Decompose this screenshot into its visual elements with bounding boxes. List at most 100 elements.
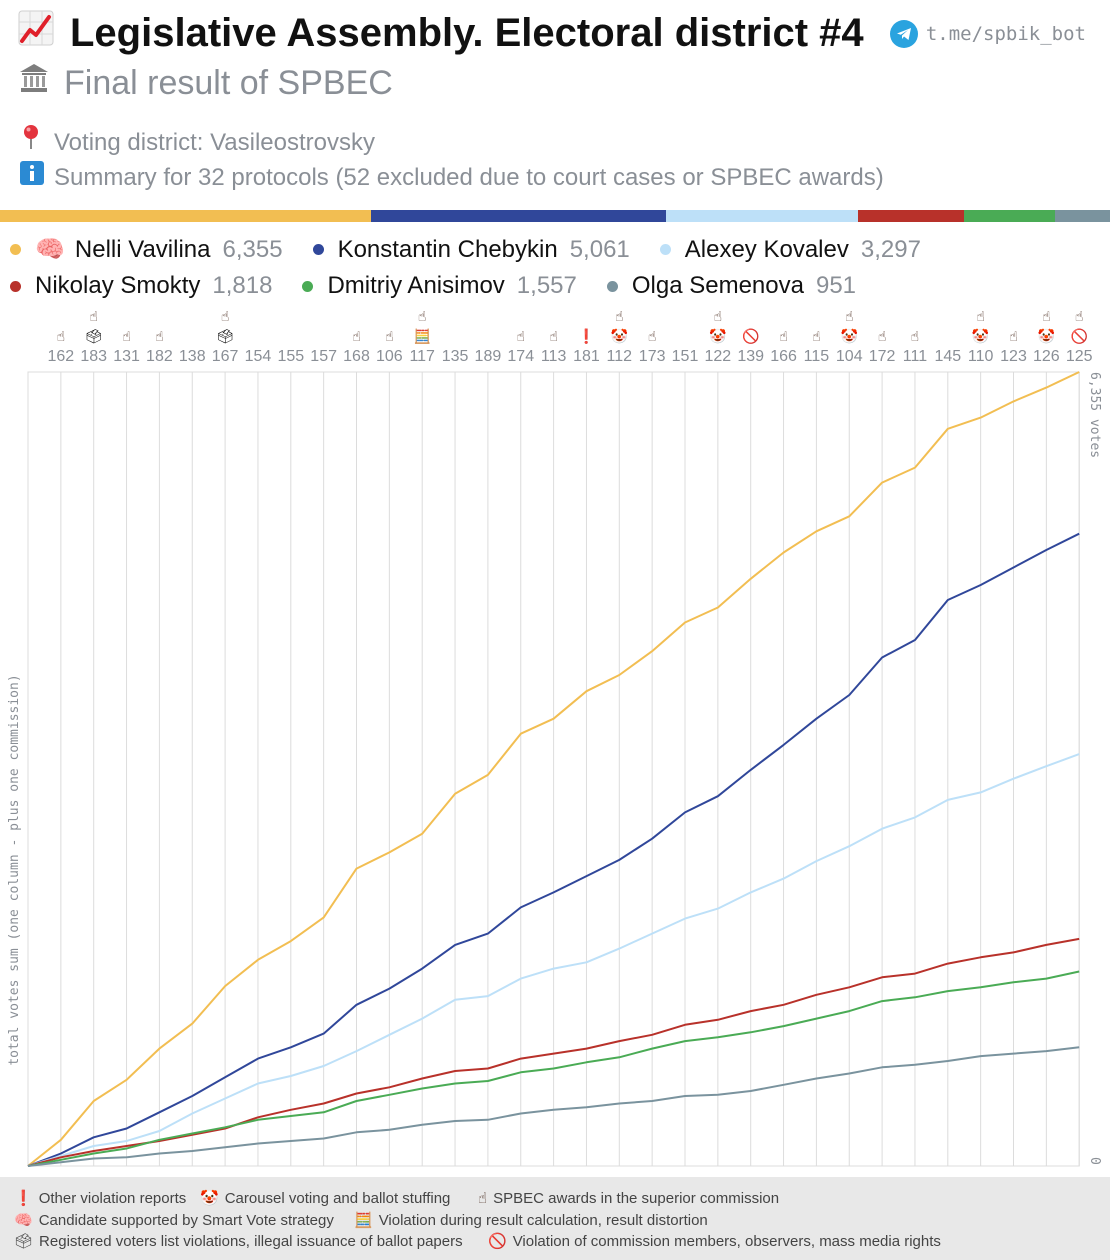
ballot-box-icon: 🗳 [14, 1233, 34, 1250]
x-tick-label: 166 [770, 348, 797, 365]
legend-votes: 6,355 [222, 235, 283, 263]
x-tick-label: 151 [672, 348, 699, 365]
pointing-hand-icon: ☝ [478, 1190, 488, 1207]
x-tick-label: 167 [212, 348, 239, 365]
footer-note-text: Violation of commission members, observe… [512, 1233, 941, 1250]
telegram-icon [889, 20, 918, 48]
page-subtitle: Final result of SPBEC [18, 62, 393, 103]
brain-icon: 🧠 [35, 236, 65, 263]
legend-name: Olga Semenova [631, 272, 804, 299]
x-tick-label: 104 [836, 348, 863, 365]
pointing-hand-icon: ☝ [976, 308, 985, 324]
x-tick-label: 117 [409, 348, 435, 365]
legend-item: Dmitriy Anisimov 1,557 [302, 272, 577, 300]
pointing-hand-icon: ☝ [1042, 308, 1051, 324]
bot-link-text[interactable]: t.me/spbik_bot [925, 23, 1086, 45]
legend-item: Alexey Kovalev 3,297 [659, 235, 921, 264]
pointing-hand-icon: ☝ [878, 328, 887, 344]
x-tick-label: 174 [507, 348, 534, 365]
ballot-box-icon: 🗳 [85, 328, 103, 344]
pointing-hand-icon: ☝ [615, 308, 624, 324]
legend-item: Konstantin Chebykin 5,061 [312, 235, 630, 264]
pointing-hand-icon: ☝ [418, 308, 427, 324]
legend-votes: 3,297 [860, 235, 921, 263]
clown-face-icon: 🤡 [611, 328, 628, 344]
legend-swatch [312, 244, 324, 255]
footer-note-text: SPBEC awards in the superior commission [493, 1190, 780, 1207]
exclamation-icon: ❗ [14, 1190, 33, 1207]
prohibited-icon: 🚫 [488, 1233, 507, 1250]
series-line [27, 970, 1080, 1167]
x-tick-label: 138 [179, 348, 206, 365]
footer-note-text: Violation during result calculation, res… [378, 1212, 708, 1229]
round-pushpin-icon [20, 124, 46, 157]
share-segment [0, 210, 371, 222]
pointing-hand-icon: ☝ [385, 328, 394, 344]
prohibited-icon: 🚫 [742, 328, 759, 345]
legend-votes: 951 [815, 272, 857, 299]
footer-note: ❗ Other violation reports [14, 1189, 186, 1207]
footer-note: ☝ SPBEC awards in the superior commission [478, 1189, 779, 1207]
legend-votes: 1,818 [212, 272, 273, 299]
pointing-hand-icon: ☝ [845, 308, 854, 324]
legend-swatch [10, 280, 21, 292]
classical-building-icon [18, 62, 54, 103]
legend-name: Dmitriy Anisimov [327, 272, 505, 299]
share-segment [1054, 210, 1110, 222]
y-tick-label-max: 6,355 votes [1087, 372, 1102, 458]
footer-note: 🧮 Violation during result calculation, re… [354, 1211, 708, 1229]
title-text: Legislative Assembly. Electoral district… [70, 11, 864, 55]
footer-note: 🗳 Registered voters list violations, ille… [14, 1232, 463, 1250]
ballot-box-icon: 🗳 [216, 328, 234, 344]
cumulative-votes-chart: ☝ 🗳 ☝ ☝ ☝ 🗳 ☝ ☝ ☝ 🧮 ☝ ☝ ☝ ❗ 🤡 ☝ ☝ 🤡 ☝ 🚫 ☝ ☝ 🤡 ☝ ☝ ☝ 🤡 ☝ ☝ 🤡 ☝ 🚫 ☝ 162 183… [7, 308, 1102, 1167]
x-tick-label: 111 [903, 348, 927, 365]
pointing-hand-icon: ☝ [122, 328, 131, 344]
share-segment [963, 210, 1055, 222]
clown-face-icon: 🤡 [709, 328, 726, 344]
legend-votes: 1,557 [516, 272, 577, 299]
x-tick-label: 126 [1033, 348, 1060, 365]
pointing-hand-icon: ☝ [516, 328, 525, 344]
footer-legend: ❗ Other violation reports 🤡 Carousel voting… [0, 1177, 1110, 1260]
pointing-hand-icon: ☝ [155, 328, 164, 344]
y-axis-label: total votes sum (one column - plus one c… [7, 674, 22, 1065]
x-tick-label: 157 [310, 348, 337, 365]
footer-note: 🚫 Violation of commission members, observ… [488, 1232, 941, 1250]
abacus-icon: 🧮 [413, 328, 430, 345]
pointing-hand-icon: ☝ [1075, 308, 1084, 324]
pointing-hand-icon: ☝ [221, 308, 230, 324]
summary-text: Summary for 32 protocols (52 excluded du… [54, 164, 884, 191]
x-tick-label: 110 [968, 348, 994, 365]
pointing-hand-icon: ☝ [714, 308, 723, 324]
legend-item: Olga Semenova 951 [606, 272, 857, 300]
x-tick-label: 106 [376, 348, 403, 365]
series-line [27, 937, 1080, 1167]
x-tick-label: 123 [1000, 348, 1027, 365]
footer-note-text: Registered voters list violations, illeg… [39, 1233, 463, 1250]
legend-swatch [659, 244, 671, 255]
chart-increasing-icon [18, 10, 56, 56]
legend-votes: 5,061 [569, 235, 630, 263]
share-segment [370, 210, 666, 222]
clown-face-icon: 🤡 [841, 328, 858, 344]
legend-swatch [302, 280, 314, 292]
page-title: Legislative Assembly. Electoral district… [18, 10, 864, 56]
share-segment [857, 210, 964, 222]
series-line [27, 371, 1080, 1167]
legend-swatch [606, 280, 618, 292]
x-tick-label: 183 [80, 348, 107, 365]
legend-name: Alexey Kovalev [684, 235, 849, 263]
x-tick-label: 168 [343, 348, 370, 365]
pointing-hand-icon: ☝ [779, 328, 788, 344]
x-tick-label: 135 [442, 348, 469, 365]
pointing-hand-icon: ☝ [57, 328, 66, 344]
legend-row: 🧠 Nelli Vavilina 6,355 Konstantin Chebykin 5… [10, 235, 951, 264]
x-tick-label: 182 [146, 348, 173, 365]
legend-name: Nikolay Smokty [35, 272, 201, 299]
x-tick-label: 189 [475, 348, 502, 365]
bot-link[interactable]: t.me/spbik_bot [889, 20, 1086, 48]
pointing-hand-icon: ☝ [812, 328, 821, 344]
x-tick-label: 154 [245, 348, 272, 365]
legend-swatch [10, 244, 21, 255]
legend-item: 🧠 Nelli Vavilina 6,355 [10, 235, 283, 264]
